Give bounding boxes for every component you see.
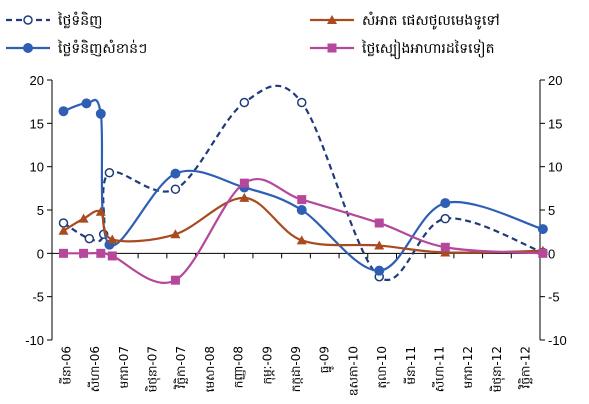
y-tick-label-right: 20 — [548, 73, 562, 88]
data-point — [440, 213, 451, 224]
data-point — [239, 97, 250, 108]
data-point — [374, 265, 385, 276]
series-2 — [58, 98, 548, 276]
data-point — [58, 248, 68, 258]
legend-entry: សំអាត ផេសថូលមេងទូទៅ — [310, 11, 500, 30]
data-point — [374, 240, 385, 250]
y-tick-label-right: -5 — [548, 290, 560, 305]
x-tick-label: មករា-12 — [461, 346, 475, 388]
data-point — [440, 242, 450, 252]
data-point — [78, 213, 89, 223]
legend: ថ្លៃទំនិញថ្លៃទំនិញសំខាន់ៗ សំអាត ផេសថូលមេង… — [6, 11, 500, 60]
data-point — [170, 168, 181, 179]
data-point — [107, 234, 118, 244]
legend-entry: ថ្លៃទំនិញ — [6, 11, 102, 29]
data-point — [327, 15, 337, 24]
x-tick-label: វិច្ឆិកា-07 — [173, 346, 188, 390]
x-tick-label: វិច្ឆិកា-12 — [518, 346, 533, 390]
x-tick-label: សីហា-06 — [87, 346, 102, 392]
data-point — [79, 248, 89, 258]
y-tick-label-left: 15 — [30, 116, 44, 131]
data-point — [58, 225, 69, 235]
legend-entry: ថ្លៃទំនិញសំខាន់ៗ — [6, 39, 147, 57]
data-point — [95, 206, 106, 216]
legend-label: ថ្លៃទំនិញសំខាន់ៗ — [57, 39, 147, 57]
y-tick-label-left: -10 — [25, 333, 44, 348]
x-tick-label: សីហា-11 — [432, 346, 447, 392]
data-point — [96, 248, 106, 258]
data-point — [84, 233, 95, 244]
data-point — [239, 192, 250, 202]
series-line — [63, 98, 544, 272]
data-point — [95, 108, 106, 119]
data-point — [537, 224, 548, 235]
legend-label: សំអាត ផេសថូលមេងទូទៅ — [362, 11, 500, 30]
x-tick-label: ធ្នូ-09 — [318, 346, 335, 373]
x-tick-label: មិថុនា-12 — [489, 346, 505, 392]
data-point — [440, 198, 451, 209]
y-tick-label-left: -5 — [32, 290, 44, 305]
y-tick-label-left: 10 — [30, 160, 44, 175]
data-point — [297, 195, 307, 205]
data-point — [170, 184, 181, 194]
data-point — [104, 167, 115, 178]
y-tick-label-right: 10 — [548, 160, 562, 175]
data-point — [81, 98, 92, 109]
y-tick-label-right: 15 — [548, 116, 562, 131]
x-tick-label: តុលា-10 — [375, 346, 390, 388]
y-tick-label-left: 0 — [37, 246, 44, 261]
x-tick-label: កញ្ញា-08 — [232, 346, 246, 388]
data-point — [538, 248, 548, 258]
data-point — [23, 15, 33, 25]
y-tick-label-right: 5 — [548, 203, 555, 218]
series-layer — [58, 84, 548, 285]
data-point — [170, 275, 180, 285]
y-tick-label-right: -10 — [548, 333, 567, 348]
x-tick-label: មិថុនា-07 — [144, 346, 160, 392]
y-tick-label-left: 5 — [37, 203, 44, 218]
series-4 — [58, 177, 548, 285]
data-point — [170, 229, 181, 239]
y-tick-label-right: 0 — [548, 246, 555, 261]
data-point — [296, 205, 307, 215]
data-point — [107, 251, 117, 261]
axes: -10 -10 -5 -5 0 0 5 5 10 10 15 15 20 20 មីនា-06 សីហា-06… — [25, 73, 567, 396]
x-tick-label: មករា-07 — [117, 346, 131, 388]
data-point — [440, 247, 451, 257]
data-point — [23, 43, 33, 53]
x-tick-label: មីនា-11 — [403, 346, 418, 385]
x-tick-label: មេសា-08 — [203, 346, 217, 392]
series-line — [63, 177, 543, 284]
x-tick-label: កក្កដា-09 — [289, 346, 303, 392]
data-point — [327, 43, 337, 53]
data-point — [58, 106, 69, 117]
data-point — [296, 235, 307, 245]
legend-entry: ថ្លៃស្បៀងអាហារដទៃទៀត — [310, 39, 494, 60]
y-tick-label-left: 20 — [30, 73, 44, 88]
data-point — [296, 97, 307, 108]
data-point — [239, 178, 249, 188]
legend-label: ថ្លៃទំនិញ — [57, 11, 102, 29]
x-tick-label: កុម្ភៈ-09 — [260, 346, 275, 385]
data-point — [374, 218, 384, 228]
legend-label: ថ្លៃស្បៀងអាហារដទៃទៀត — [361, 39, 494, 60]
x-tick-label: ឧសភា-10 — [346, 346, 360, 396]
x-tick-label: មីនា-06 — [58, 346, 73, 385]
